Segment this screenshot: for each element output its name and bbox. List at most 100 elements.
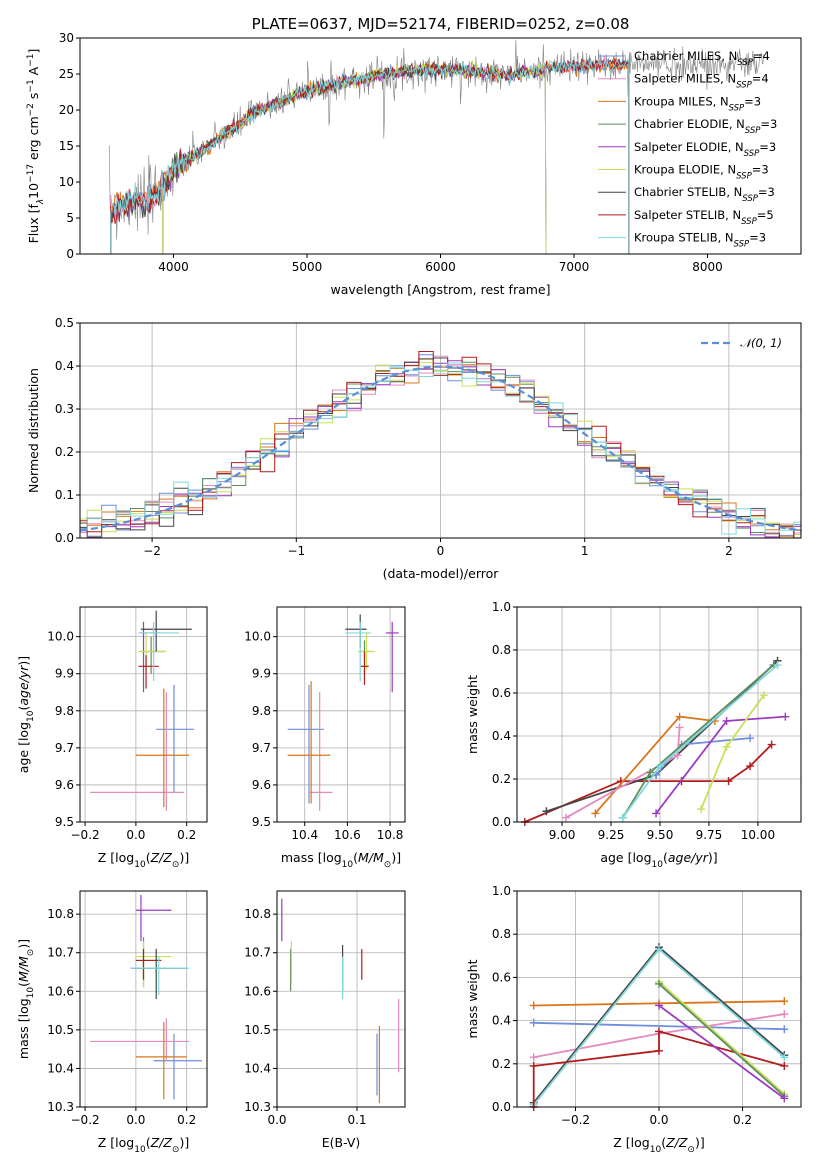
y-tick-label: 0.0 bbox=[492, 1100, 511, 1114]
y-tick-label: 9.6 bbox=[252, 778, 271, 792]
axes-frame bbox=[79, 322, 802, 539]
weight-marker bbox=[697, 805, 706, 814]
weight-marker bbox=[675, 712, 684, 721]
y-axis-label: Flux [fλ10−17 erg cm−2 s−1 A−1] bbox=[26, 49, 46, 244]
x-axis-label: Z [log10(Z/Z⊙)] bbox=[98, 850, 190, 870]
y-tick-label: 0.8 bbox=[492, 927, 511, 941]
weight-marker bbox=[780, 1053, 789, 1062]
y-tick-label: 0.2 bbox=[492, 772, 511, 786]
x-tick-label: −0.2 bbox=[71, 1113, 100, 1127]
x-tick-label: 0.0 bbox=[267, 1113, 286, 1127]
weight-marker bbox=[780, 1061, 789, 1070]
y-axis-label: Normed distribution bbox=[26, 368, 41, 493]
x-tick-label: 1 bbox=[581, 544, 589, 558]
weight-marker bbox=[722, 742, 731, 751]
y-tick-label: 10.0 bbox=[244, 630, 271, 644]
x-axis-label: Z [log10(Z/Z⊙)] bbox=[613, 1135, 705, 1155]
age-vs-mass-panel: 10.4 10.6 10.8 9.5 9.6 9.7 9.8 9.9 10.0 mass [log… bbox=[244, 606, 406, 870]
x-tick-label: 0 bbox=[437, 544, 445, 558]
x-tick-label: 4000 bbox=[158, 260, 189, 274]
y-tick-label: 10.5 bbox=[47, 1023, 74, 1037]
weight-line bbox=[655, 715, 786, 814]
x-tick-label: 0.0 bbox=[649, 1113, 668, 1127]
weight-marker bbox=[780, 1010, 789, 1019]
weight-marker bbox=[780, 1025, 789, 1034]
x-tick-label: 10.00 bbox=[741, 828, 775, 842]
weight-marker bbox=[529, 1018, 538, 1027]
model-spectrum bbox=[162, 63, 547, 254]
x-axis-label: age [log10(age/yr)] bbox=[600, 850, 717, 870]
weight-marker bbox=[618, 813, 627, 822]
x-tick-label: 9.00 bbox=[549, 828, 576, 842]
y-tick-label: 10.7 bbox=[244, 946, 271, 960]
y-tick-label: 10.5 bbox=[244, 1023, 271, 1037]
x-tick-label: 0.0 bbox=[126, 1113, 145, 1127]
y-tick-label: 5 bbox=[66, 211, 74, 225]
y-tick-label: 0.3 bbox=[55, 402, 74, 416]
weight-marker bbox=[561, 813, 570, 822]
x-axis-label: (data-model)/error bbox=[383, 566, 500, 581]
residuals-panel: −2 −1 0 1 2 0.0 0.1 0.2 0.3 0.4 0.5 (data-model)/er… bbox=[26, 316, 802, 581]
model-spectrum bbox=[162, 62, 547, 254]
y-tick-label: 0.1 bbox=[55, 488, 74, 502]
y-tick-label: 10 bbox=[59, 175, 74, 189]
mass-weight-vs-age-panel: 9.00 9.25 9.50 9.75 10.00 0.0 0.2 0.4 0.6 0.8 1.0 a… bbox=[465, 600, 802, 870]
y-tick-label: 9.5 bbox=[252, 815, 271, 829]
weight-marker bbox=[529, 1001, 538, 1010]
y-tick-label: 15 bbox=[59, 139, 74, 153]
y-tick-label: 30 bbox=[59, 31, 74, 45]
weight-line bbox=[622, 664, 779, 819]
y-tick-label: 10.0 bbox=[47, 630, 74, 644]
weight-marker bbox=[655, 762, 664, 771]
y-tick-label: 1.0 bbox=[492, 884, 511, 898]
x-tick-label: 9.50 bbox=[647, 828, 674, 842]
x-tick-label: 0.1 bbox=[347, 1113, 366, 1127]
residual-histogram bbox=[80, 362, 801, 535]
weight-line bbox=[658, 1004, 785, 1100]
gaussian-curve bbox=[79, 365, 802, 532]
weight-marker bbox=[529, 1053, 538, 1062]
weight-marker bbox=[655, 1046, 663, 1055]
y-tick-label: 0.8 bbox=[492, 643, 511, 657]
mass-vs-EBV-panel: 0.0 0.1 10.3 10.4 10.5 10.6 10.7 10.8 E(B-V) bbox=[244, 890, 406, 1150]
y-tick-label: 25 bbox=[59, 67, 74, 81]
legend-label: Salpeter ELODIE, NSSP=3 bbox=[634, 140, 776, 159]
weight-marker bbox=[673, 751, 682, 760]
weight-marker bbox=[780, 997, 789, 1006]
y-tick-label: 10.6 bbox=[47, 984, 74, 998]
x-tick-label: −0.2 bbox=[561, 1113, 590, 1127]
y-tick-label: 10.8 bbox=[244, 907, 271, 921]
x-tick-label: −2 bbox=[143, 544, 161, 558]
legend-label: 𝒩(0, 1) bbox=[740, 336, 782, 350]
legend-label: Kroupa ELODIE, NSSP=3 bbox=[634, 163, 769, 182]
y-tick-label: 9.8 bbox=[252, 704, 271, 718]
legend-label: Kroupa STELIB, NSSP=3 bbox=[634, 231, 766, 250]
model-spectrum bbox=[110, 59, 630, 254]
weight-marker bbox=[781, 712, 790, 721]
weight-marker bbox=[591, 809, 600, 818]
chart-title: PLATE=0637, MJD=52174, FIBERID=0252, z=0… bbox=[252, 15, 630, 33]
x-tick-label: 6000 bbox=[425, 260, 456, 274]
y-tick-label: 9.7 bbox=[252, 741, 271, 755]
legend-label: Chabrier MILES, NSSP=4 bbox=[634, 49, 770, 68]
weight-marker bbox=[724, 777, 733, 786]
y-tick-label: 0.6 bbox=[492, 686, 511, 700]
weight-marker bbox=[722, 716, 731, 725]
y-tick-label: 0.4 bbox=[55, 359, 74, 373]
x-tick-label: 10.8 bbox=[377, 828, 404, 842]
weight-marker bbox=[529, 1061, 538, 1070]
y-tick-label: 10.3 bbox=[244, 1100, 271, 1114]
y-tick-label: 0.0 bbox=[55, 531, 74, 545]
model-spectrum bbox=[110, 58, 630, 254]
weight-marker bbox=[542, 807, 551, 816]
y-axis-label: mass [log10(M/M⊙)] bbox=[16, 939, 36, 1059]
weight-line bbox=[524, 743, 773, 823]
y-tick-label: 0.2 bbox=[492, 1057, 511, 1071]
x-tick-label: 5000 bbox=[292, 260, 323, 274]
x-tick-label: 0.0 bbox=[126, 828, 145, 842]
weight-marker bbox=[646, 768, 655, 777]
y-tick-label: 0 bbox=[66, 247, 74, 261]
x-axis-label: wavelength [Angstrom, rest frame] bbox=[330, 282, 550, 297]
weight-marker bbox=[675, 723, 684, 732]
